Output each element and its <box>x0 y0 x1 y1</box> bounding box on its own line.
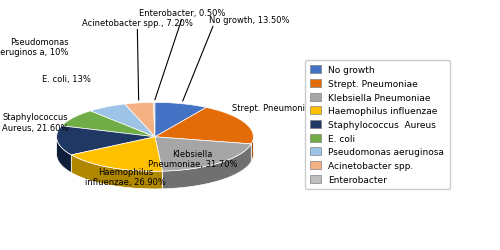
Polygon shape <box>90 104 155 137</box>
Text: Staphylococcus
Aureus, 21.60%: Staphylococcus Aureus, 21.60% <box>2 113 68 132</box>
Polygon shape <box>251 138 254 162</box>
Polygon shape <box>155 108 254 144</box>
Polygon shape <box>155 103 206 137</box>
Polygon shape <box>162 144 251 189</box>
Text: Acinetobacter spp., 7.20%: Acinetobacter spp., 7.20% <box>82 18 192 28</box>
Text: Haemophilus
influenzae, 26.90%: Haemophilus influenzae, 26.90% <box>85 167 166 186</box>
Legend: No growth, Strept. Pneumoniae, Klebsiella Pneumoniae, Haemophilus influenzae, St: No growth, Strept. Pneumoniae, Klebsiell… <box>305 61 450 189</box>
Polygon shape <box>153 103 155 137</box>
Text: Pseudomonas
aeruginos a, 10%: Pseudomonas aeruginos a, 10% <box>0 38 68 57</box>
Text: Strept. Pneumoniae, 30.30%: Strept. Pneumoniae, 30.30% <box>232 104 352 113</box>
Polygon shape <box>56 126 155 155</box>
Text: No growth, 13.50%: No growth, 13.50% <box>209 16 290 24</box>
Text: E. coli, 13%: E. coli, 13% <box>42 74 91 83</box>
Polygon shape <box>62 112 155 137</box>
Polygon shape <box>155 137 251 172</box>
Polygon shape <box>72 137 162 172</box>
Polygon shape <box>124 103 155 137</box>
Polygon shape <box>72 155 162 189</box>
Text: Enterobacter, 0.50%: Enterobacter, 0.50% <box>140 9 226 18</box>
Text: Klebsiella
Pneumoniae, 31.70%: Klebsiella Pneumoniae, 31.70% <box>148 149 237 169</box>
Polygon shape <box>56 137 72 173</box>
